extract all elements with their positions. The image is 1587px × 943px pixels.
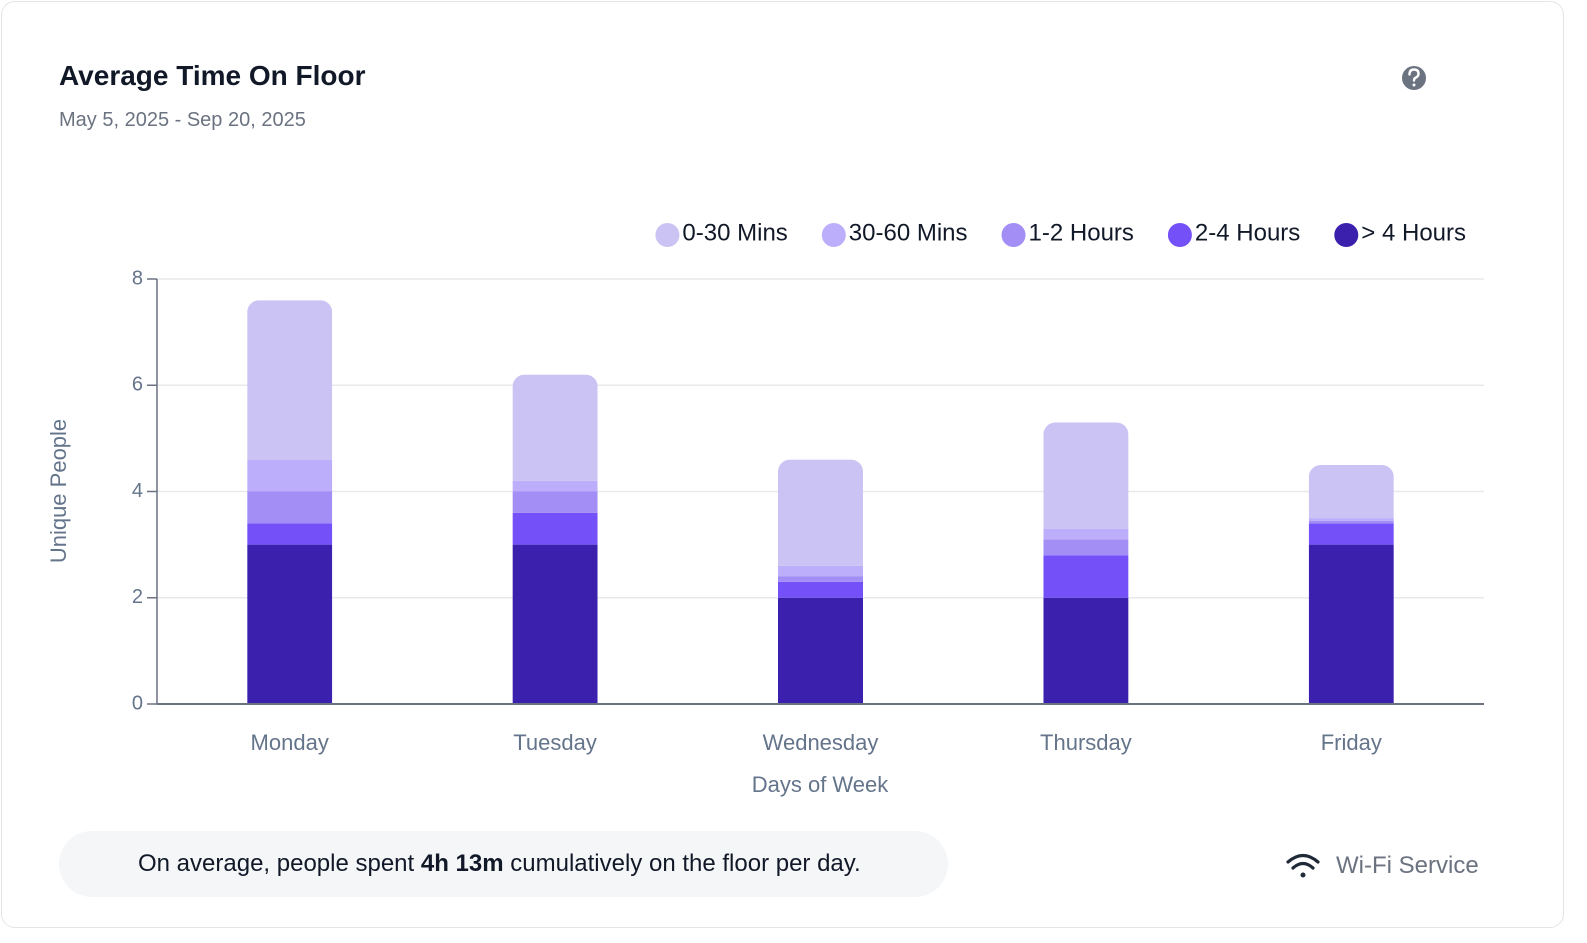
insight-value: 4h 13m (420, 850, 504, 877)
bar-segment (778, 581, 863, 598)
x-tick-label: Thursday (1040, 730, 1132, 755)
bar-stack (778, 459, 863, 704)
card (1, 1, 1564, 928)
bar-segment (1308, 464, 1394, 519)
bar-segment (247, 300, 333, 460)
date-range: May 5, 2025 - Sep 20, 2025 (59, 109, 306, 131)
y-axis-title: Unique People (46, 419, 71, 563)
x-tick-label: Wednesday (763, 730, 879, 755)
bar-segment (247, 459, 333, 492)
legend-label: 1-2 Hours (1029, 219, 1134, 246)
x-tick-label: Monday (251, 730, 329, 755)
bar-segment (778, 459, 863, 566)
bar-segment (1043, 597, 1129, 704)
bar-stack (1043, 422, 1129, 704)
bar-segment (512, 480, 598, 492)
bar-segment (1308, 518, 1394, 521)
y-tick-label: 4 (132, 480, 143, 502)
bar-segment (1043, 555, 1129, 598)
bar-segment (1308, 544, 1394, 704)
legend-swatch (1167, 223, 1192, 247)
x-axis-title: Days of Week (752, 772, 890, 797)
bar-segment (1043, 422, 1129, 529)
bar-segment (512, 512, 598, 545)
bar-segment (512, 544, 598, 704)
y-tick-label: 6 (132, 374, 143, 396)
bar-segment (1308, 520, 1394, 524)
bar-segment (778, 576, 863, 582)
y-tick-label: 2 (132, 586, 143, 608)
bar-stack (1308, 464, 1394, 704)
legend-swatch (1334, 223, 1359, 247)
bar-segment (1043, 539, 1129, 556)
bar-stack (247, 300, 333, 704)
help-icon[interactable] (1402, 66, 1426, 90)
card-title: Average Time On Floor (59, 60, 366, 91)
legend-label: 0-30 Mins (682, 219, 787, 246)
insight-pill (59, 831, 948, 897)
legend-swatch (1001, 223, 1026, 247)
bar-segment (778, 597, 863, 704)
bar-segment (247, 523, 333, 545)
bar-segment (1043, 528, 1129, 540)
insight-text-start: On average, people spent (138, 850, 421, 877)
x-tick-label: Friday (1321, 730, 1382, 755)
y-tick-label: 8 (132, 267, 143, 289)
y-tick-label: 0 (132, 692, 143, 714)
legend-label: > 4 Hours (1361, 219, 1466, 246)
bar-segment (247, 544, 333, 704)
wifi-icon (1286, 853, 1320, 878)
legend-label: 30-60 Mins (849, 219, 968, 246)
bar-segment (1308, 523, 1394, 545)
x-tick-label: Tuesday (513, 730, 597, 755)
legend-swatch (655, 223, 680, 247)
bar-segment (778, 565, 863, 577)
insight-text: On average, people spent 4h 13m cumulati… (138, 850, 861, 878)
bar-segment (512, 374, 598, 481)
data-source: Wi-Fi Service (1336, 852, 1479, 879)
legend-swatch (821, 223, 846, 247)
bar-stack (512, 374, 598, 704)
bar-segment (247, 491, 333, 524)
insight-text-end: cumulatively on the floor per day. (503, 850, 861, 877)
bar-segment (512, 491, 598, 513)
legend-label: 2-4 Hours (1195, 219, 1300, 246)
